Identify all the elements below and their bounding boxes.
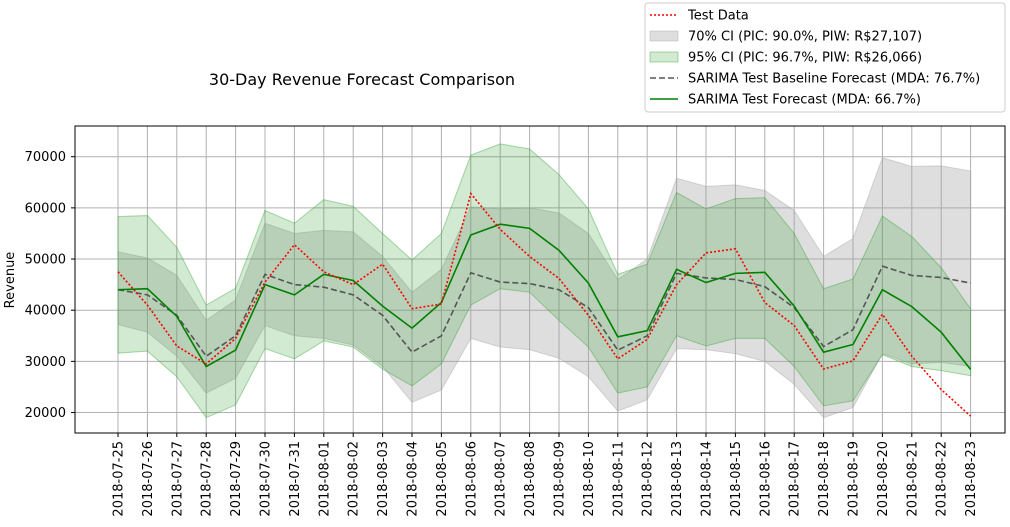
x-tick-label: 2018-08-21	[905, 441, 920, 517]
x-tick-label: 2018-08-06	[464, 441, 479, 517]
confidence-bands	[117, 143, 972, 419]
x-tick-label: 2018-08-20	[876, 441, 891, 517]
ci-band	[117, 143, 972, 419]
x-tick-label: 2018-08-05	[435, 441, 450, 517]
x-tick-label: 2018-07-30	[259, 441, 274, 517]
chart-title: 30-Day Revenue Forecast Comparison	[209, 70, 515, 89]
x-tick-label: 2018-08-18	[817, 441, 832, 517]
ci-band	[117, 157, 972, 419]
x-tick-label: 2018-08-23	[964, 441, 979, 517]
x-tick-label: 2018-08-10	[582, 441, 597, 517]
x-tick-label: 2018-08-04	[406, 441, 421, 517]
y-tick-label: 60000	[25, 201, 66, 216]
legend-swatch	[649, 51, 679, 63]
x-tick-label: 2018-08-08	[523, 441, 538, 517]
legend-swatch	[649, 30, 679, 42]
legend-label: 95% CI (PIC: 96.7%, PIW: R$26,066)	[688, 51, 922, 66]
y-tick-label: 40000	[25, 304, 66, 319]
series-line	[117, 265, 971, 358]
legend-label: SARIMA Test Baseline Forecast (MDA: 76.7…	[688, 72, 980, 87]
y-tick-label: 70000	[25, 150, 66, 165]
x-tick-label: 2018-08-16	[758, 441, 773, 517]
y-axis: 20000 30000 40000 50000 60000 70000	[25, 150, 75, 421]
x-axis: 2018-07-25 2018-07-26 2018-07-27 2018-07-28…	[112, 433, 979, 517]
y-axis-label: Revenue	[3, 252, 18, 309]
x-tick-label: 2018-08-07	[494, 441, 509, 517]
x-tick-label: 2018-08-01	[317, 441, 332, 517]
x-tick-label: 2018-08-13	[670, 441, 685, 517]
y-tick-label: 50000	[25, 253, 66, 268]
legend-label: SARIMA Test Forecast (MDA: 66.7%)	[688, 93, 921, 108]
series-line	[117, 223, 972, 371]
y-tick-label: 20000	[25, 406, 66, 421]
legend-label: 70% CI (PIC: 90.0%, PIW: R$27,107)	[688, 30, 922, 45]
legend-box	[644, 2, 1006, 113]
x-tick-label: 2018-08-19	[847, 441, 862, 517]
grid	[75, 126, 1005, 433]
x-tick-label: 2018-07-25	[112, 441, 127, 517]
x-tick-label: 2018-08-22	[935, 441, 950, 517]
x-tick-label: 2018-08-03	[376, 441, 391, 517]
x-tick-label: 2018-08-11	[611, 441, 626, 517]
plot-area-frame	[74, 125, 1006, 434]
x-tick-label: 2018-07-26	[141, 441, 156, 517]
legend-label: Test Data	[687, 9, 749, 24]
x-tick-label: 2018-08-17	[788, 441, 803, 517]
series-lines	[117, 191, 972, 417]
x-tick-label: 2018-07-28	[200, 441, 215, 517]
x-tick-label: 2018-08-09	[553, 441, 568, 517]
x-tick-label: 2018-07-31	[288, 441, 303, 517]
x-tick-label: 2018-08-14	[700, 441, 715, 517]
x-tick-label: 2018-08-12	[641, 441, 656, 517]
x-tick-label: 2018-07-29	[229, 441, 244, 517]
x-tick-label: 2018-08-02	[347, 441, 362, 517]
series-line	[117, 191, 972, 417]
x-tick-label: 2018-08-15	[729, 441, 744, 517]
legend: Test Data 70% CI (PIC: 90.0%, PIW: R$27,1…	[644, 2, 1006, 113]
y-tick-label: 30000	[25, 355, 66, 370]
x-tick-label: 2018-07-27	[170, 441, 185, 517]
